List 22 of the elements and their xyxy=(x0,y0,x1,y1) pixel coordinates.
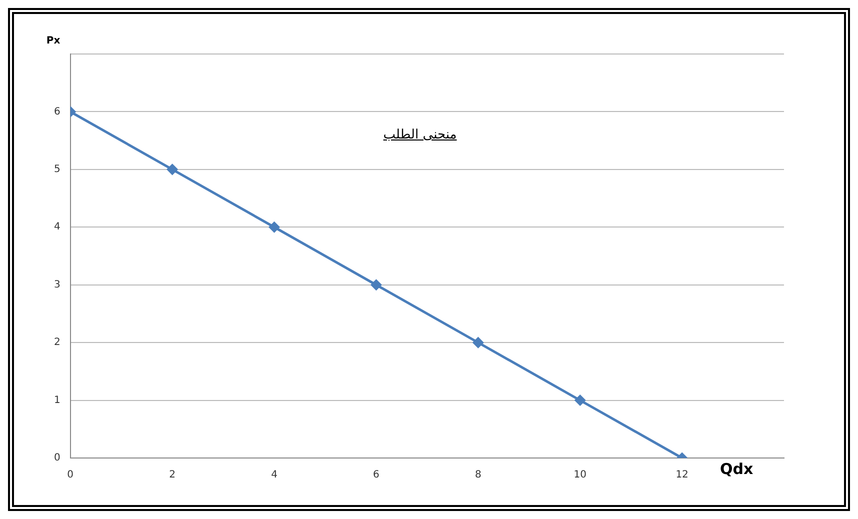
point xyxy=(370,280,382,290)
point xyxy=(167,164,178,175)
x-axis-title: Qdx xyxy=(720,460,754,478)
x-tick-label: 10 xyxy=(574,470,586,481)
point xyxy=(574,395,586,406)
point xyxy=(269,222,280,232)
x-tick-label: 12 xyxy=(676,470,688,481)
y-axis-title: Px xyxy=(46,36,61,47)
y-tick-label: 4 xyxy=(54,222,60,233)
x-tick-label: 0 xyxy=(67,470,74,481)
x-tick-label: 2 xyxy=(169,470,176,481)
point xyxy=(472,337,484,348)
x-tick-label: 8 xyxy=(474,470,482,481)
y-tick-label: 2 xyxy=(54,337,60,348)
y-tick-label: 1 xyxy=(54,394,60,406)
annotation: منحنى الطلب xyxy=(383,127,457,142)
y-tick-label: 5 xyxy=(54,164,60,176)
x-tick-label: 6 xyxy=(373,470,380,481)
x-tick-label: 4 xyxy=(271,470,278,481)
y-tick-label: 6 xyxy=(54,106,60,118)
y-tick-label: 0 xyxy=(54,452,60,464)
y-tick-label: 3 xyxy=(54,279,60,290)
